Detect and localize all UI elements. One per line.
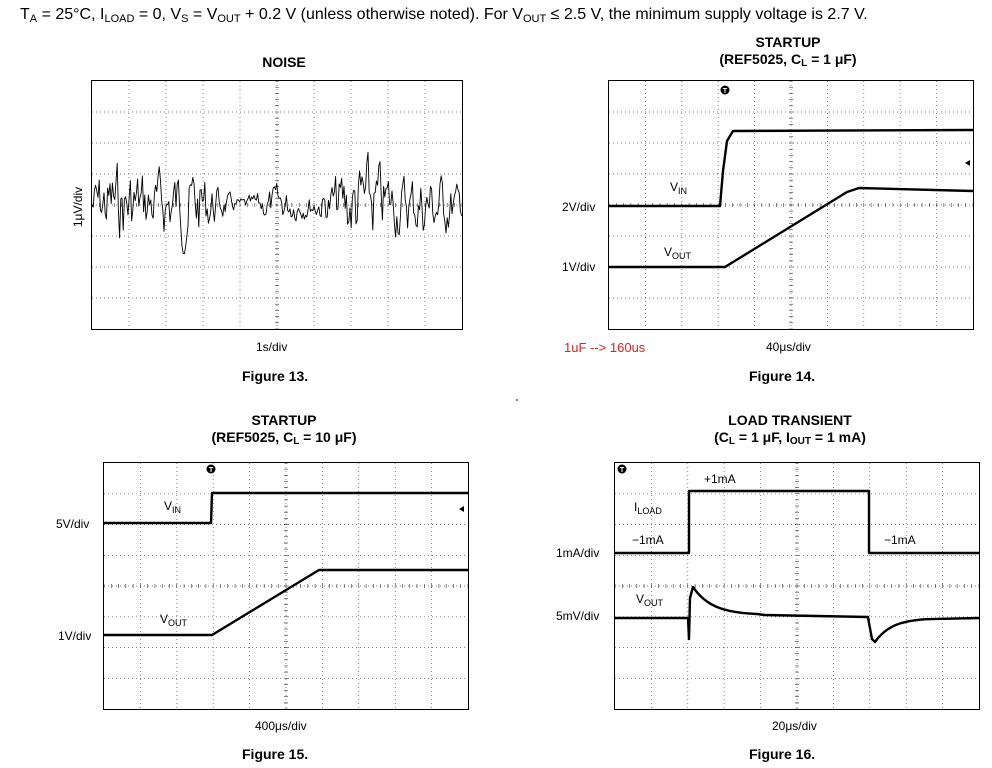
- trigger-marker: T: [617, 464, 627, 474]
- fig15-scope: T: [103, 462, 469, 710]
- scope-grid: [92, 81, 462, 329]
- fig16-scope: T: [614, 462, 980, 710]
- trigger-marker: T: [206, 464, 216, 474]
- fig16-plot: T: [615, 463, 979, 709]
- fig14-annotation: 1uF --> 160us: [564, 340, 646, 355]
- fig13-ylabel: 1μV/div: [71, 186, 86, 228]
- fig13-caption: Figure 13.: [242, 368, 309, 384]
- fig15-xlabel: 400μs/div: [255, 719, 307, 733]
- fig16-step-up-label: +1mA: [704, 472, 736, 486]
- svg-text:T: T: [620, 467, 625, 474]
- fig13-plot: [92, 81, 462, 329]
- svg-text:T: T: [723, 88, 728, 95]
- fig16-ch1-scale: 1mA/div: [556, 546, 600, 560]
- trigger-marker: T: [720, 85, 730, 95]
- fig15-ch2-scale: 1V/div: [58, 629, 92, 643]
- fig16-ch2-scale: 5mV/div: [556, 609, 600, 623]
- fig16-step-down-right: −1mA: [884, 533, 916, 547]
- fig14-vin-label: VIN: [670, 180, 688, 196]
- vin-trace: [104, 491, 468, 525]
- fig16-iload-label: ILOAD: [634, 500, 662, 516]
- vout-trace: [609, 186, 973, 269]
- fig16-step-down-left: −1mA: [632, 533, 664, 547]
- noise-trace: [92, 151, 462, 255]
- vout-trace: [615, 585, 979, 644]
- fig15-caption: Figure 15.: [242, 746, 309, 762]
- fig15-vout-label: VOUT: [160, 612, 188, 628]
- fig13-xlabel: 1s/div: [256, 340, 288, 354]
- fig15-vin-label: VIN: [164, 499, 182, 515]
- fig15-title: STARTUP (REF5025, CL = 10 μF): [211, 412, 357, 447]
- fig16-title: LOAD TRANSIENT (CL = 1 μF, IOUT = 1 mA): [714, 412, 866, 447]
- scope-grid: [615, 463, 979, 709]
- fig14-scope: T: [608, 80, 974, 330]
- fig16-vout-label: VOUT: [636, 592, 664, 608]
- conditions-header: TA = 25°C, ILOAD = 0, VS = VOUT + 0.2 V …: [20, 6, 868, 25]
- fig16-xlabel: 20μs/div: [772, 719, 817, 733]
- vin-trace: [609, 128, 973, 208]
- fig16-caption: Figure 16.: [749, 746, 816, 762]
- fig14-ch1-scale: 2V/div: [562, 200, 596, 214]
- fig13-scope: [91, 80, 463, 330]
- stray-dot: [516, 399, 518, 401]
- fig15-ch1-scale: 5V/div: [56, 517, 90, 531]
- fig14-title: STARTUP (REF5025, CL = 1 μF): [719, 34, 857, 69]
- svg-text:T: T: [209, 467, 214, 474]
- scope-grid: [104, 463, 468, 709]
- ch-ref-arrow: [459, 506, 464, 512]
- fig14-plot: T: [609, 81, 973, 329]
- fig13-title: NOISE: [262, 54, 306, 70]
- fig14-xlabel: 40μs/div: [766, 340, 811, 354]
- fig14-ch2-scale: 1V/div: [562, 260, 596, 274]
- iload-trace: [615, 489, 979, 555]
- vout-trace: [104, 568, 468, 637]
- ch-ref-arrow: [965, 160, 970, 166]
- fig14-vout-label: VOUT: [664, 245, 692, 261]
- fig15-plot: T: [104, 463, 468, 709]
- fig14-caption: Figure 14.: [749, 368, 816, 384]
